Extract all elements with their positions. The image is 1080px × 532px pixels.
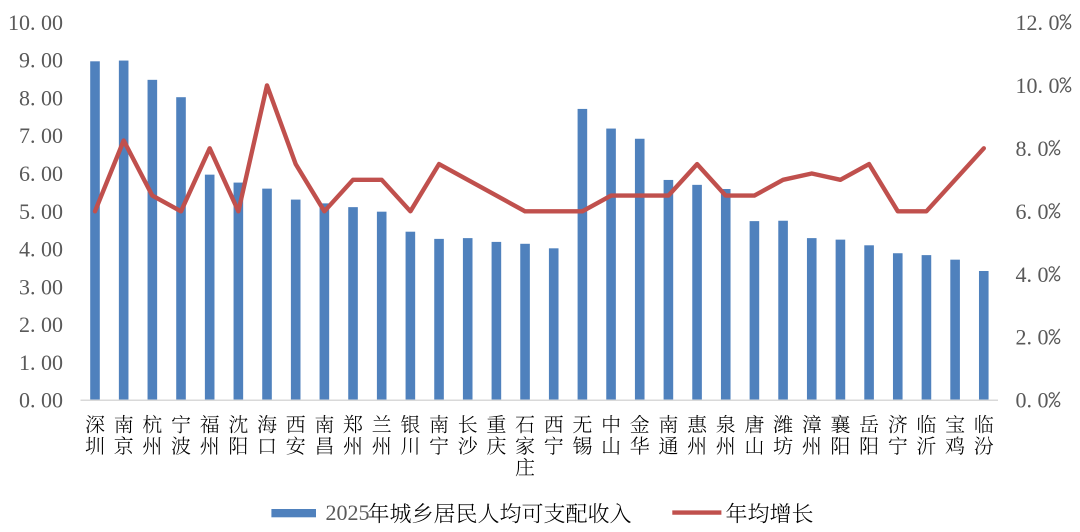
svg-text:6. 00: 6. 00 [19,161,63,186]
svg-text:1. 00: 1. 00 [19,350,63,375]
svg-text:10. 00: 10. 00 [8,10,63,35]
svg-text:0. 00: 0. 00 [19,388,63,413]
svg-text:8. 0: 8. 0 [1016,136,1049,161]
svg-text:4. 0: 4. 0 [1016,262,1049,287]
svg-text:8. 00: 8. 00 [19,86,63,111]
svg-text:4. 00: 4. 00 [19,237,63,262]
svg-text:2025: 2025 [326,500,370,525]
svg-text:12. 0: 12. 0 [1016,10,1060,35]
svg-text:7. 00: 7. 00 [19,123,63,148]
svg-text:9. 00: 9. 00 [19,48,63,73]
svg-text:5. 00: 5. 00 [19,199,63,224]
svg-text:10. 0: 10. 0 [1016,73,1060,98]
svg-text:3. 00: 3. 00 [19,274,63,299]
svg-text:2. 00: 2. 00 [19,312,63,337]
svg-text:6. 0: 6. 0 [1016,199,1049,224]
svg-text:2. 0: 2. 0 [1016,325,1049,350]
svg-text:0. 0: 0. 0 [1016,388,1049,413]
